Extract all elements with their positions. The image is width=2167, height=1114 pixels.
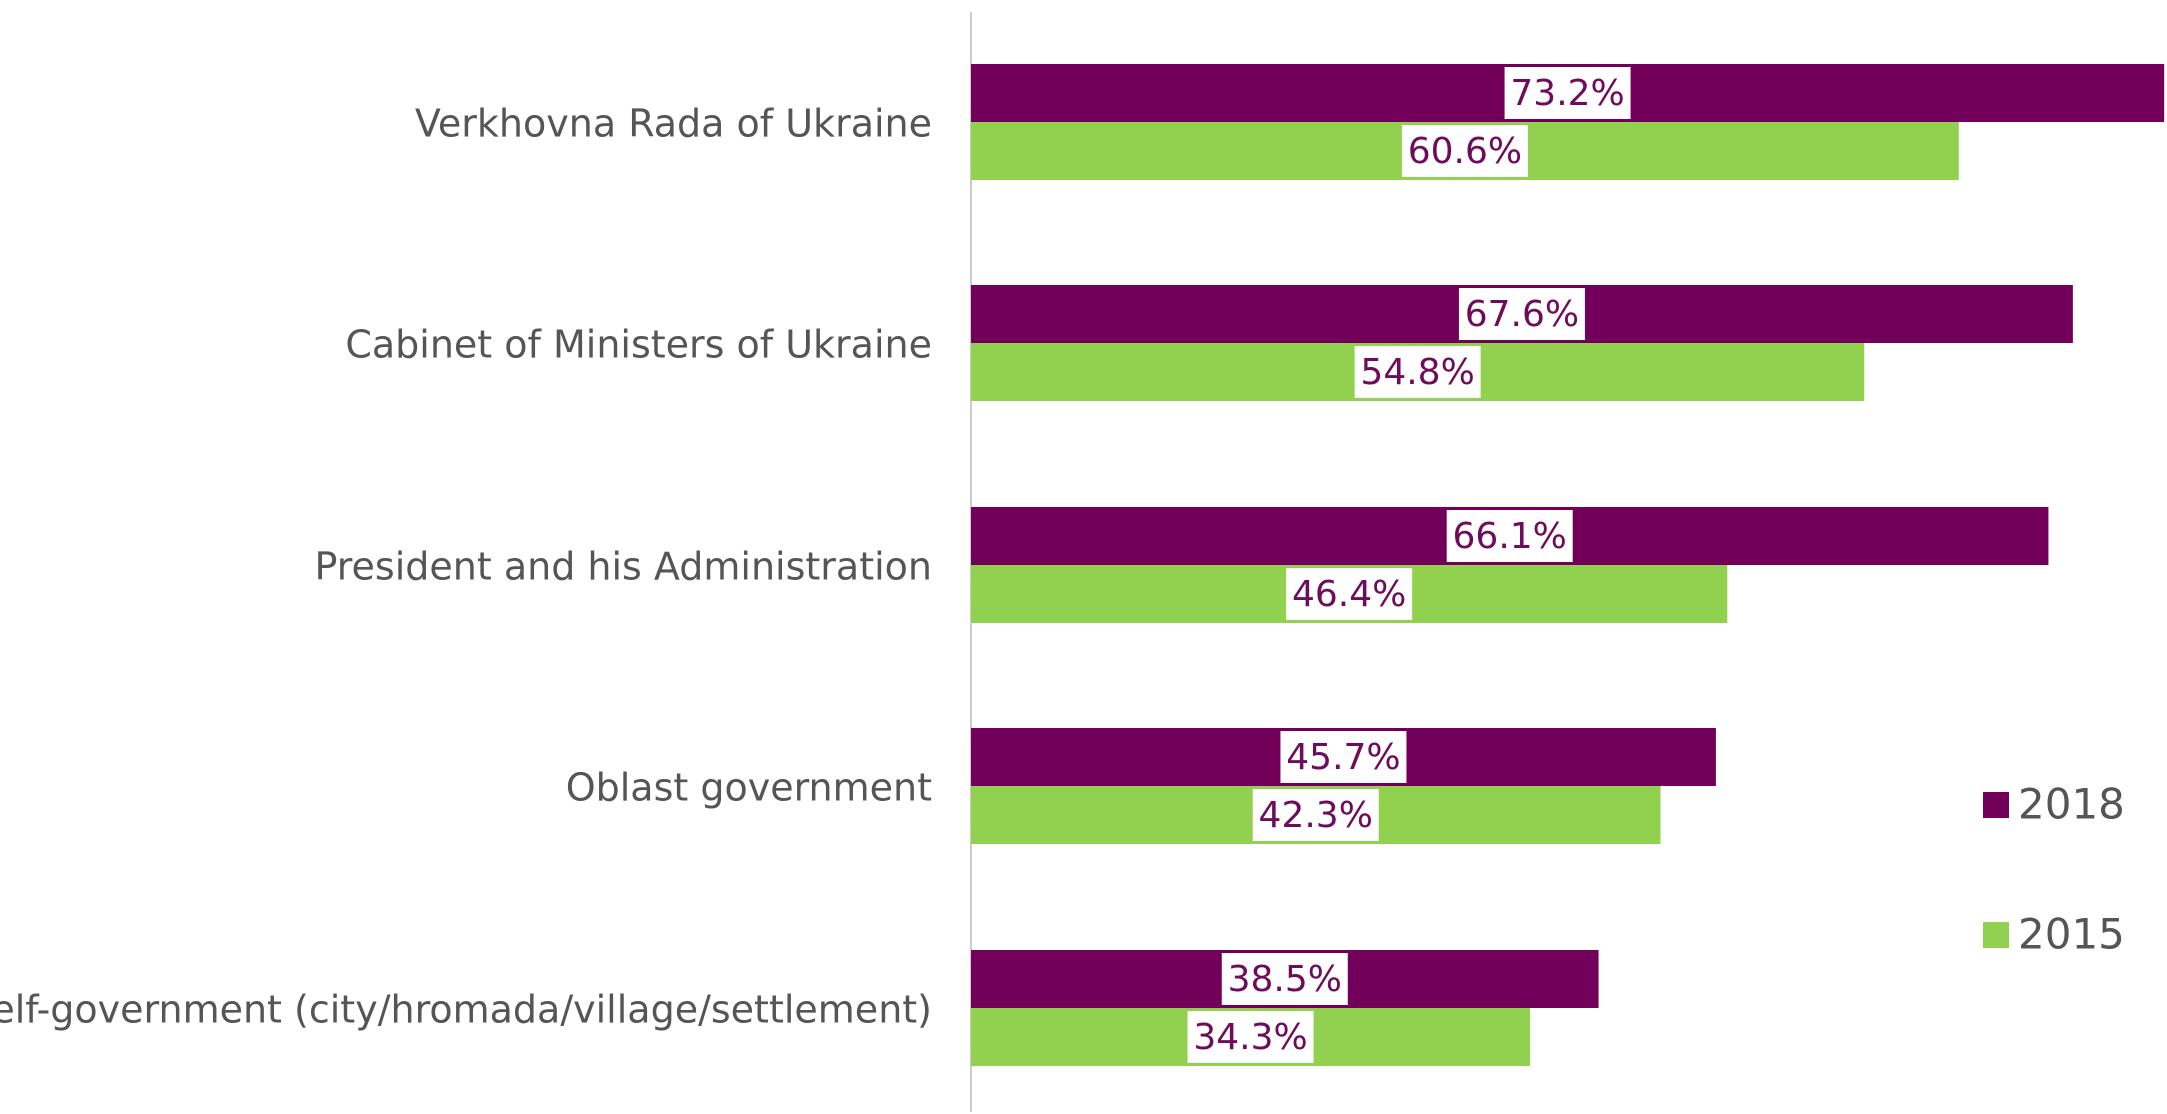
category-label: Cabinet of Ministers of Ukraine: [345, 323, 932, 367]
data-label: 42.3%: [1259, 795, 1373, 836]
data-label-background: [1252, 789, 1379, 841]
legend-label-2015: 2015: [2018, 910, 2125, 959]
data-label-background: [1504, 67, 1631, 119]
data-label-background: [1187, 1011, 1314, 1063]
category-label: President and his Administration: [315, 545, 932, 589]
bars: [971, 64, 2165, 1066]
data-labels: 73.2% 67.6% 66.1% 45.7% 38.5% 60.6% 54.8% 46.4%…: [1187, 67, 1631, 1063]
data-label: 73.2%: [1510, 73, 1624, 114]
legend-swatch-2015: [1983, 922, 2009, 948]
data-label-background: [1401, 125, 1528, 177]
data-label: 38.5%: [1228, 959, 1342, 1000]
data-label-background: [1354, 346, 1481, 398]
category-label: Verkhovna Rada of Ukraine: [415, 102, 932, 146]
legend-swatch-2018: [1983, 792, 2009, 818]
category-label: Oblast government: [566, 766, 932, 810]
data-label: 45.7%: [1286, 737, 1400, 778]
data-label: 34.3%: [1193, 1017, 1307, 1058]
category-labels: Verkhovna Rada of Ukraine Cabinet of Mini…: [0, 102, 932, 1032]
data-label-background: [1280, 731, 1407, 783]
legend-label-2018: 2018: [2018, 780, 2125, 829]
data-label: 60.6%: [1408, 131, 1522, 172]
category-label: Local self-government (city/hromada/vill…: [0, 988, 932, 1032]
data-label: 46.4%: [1292, 574, 1406, 615]
data-label-background: [1286, 568, 1413, 620]
data-label-background: [1458, 288, 1585, 340]
data-label: 66.1%: [1453, 516, 1567, 557]
data-label-background: [1446, 510, 1573, 562]
data-label: 67.6%: [1465, 294, 1579, 335]
data-label-background: [1221, 953, 1348, 1005]
data-label: 54.8%: [1360, 352, 1474, 393]
legend: 2018 2015: [1983, 780, 2125, 959]
